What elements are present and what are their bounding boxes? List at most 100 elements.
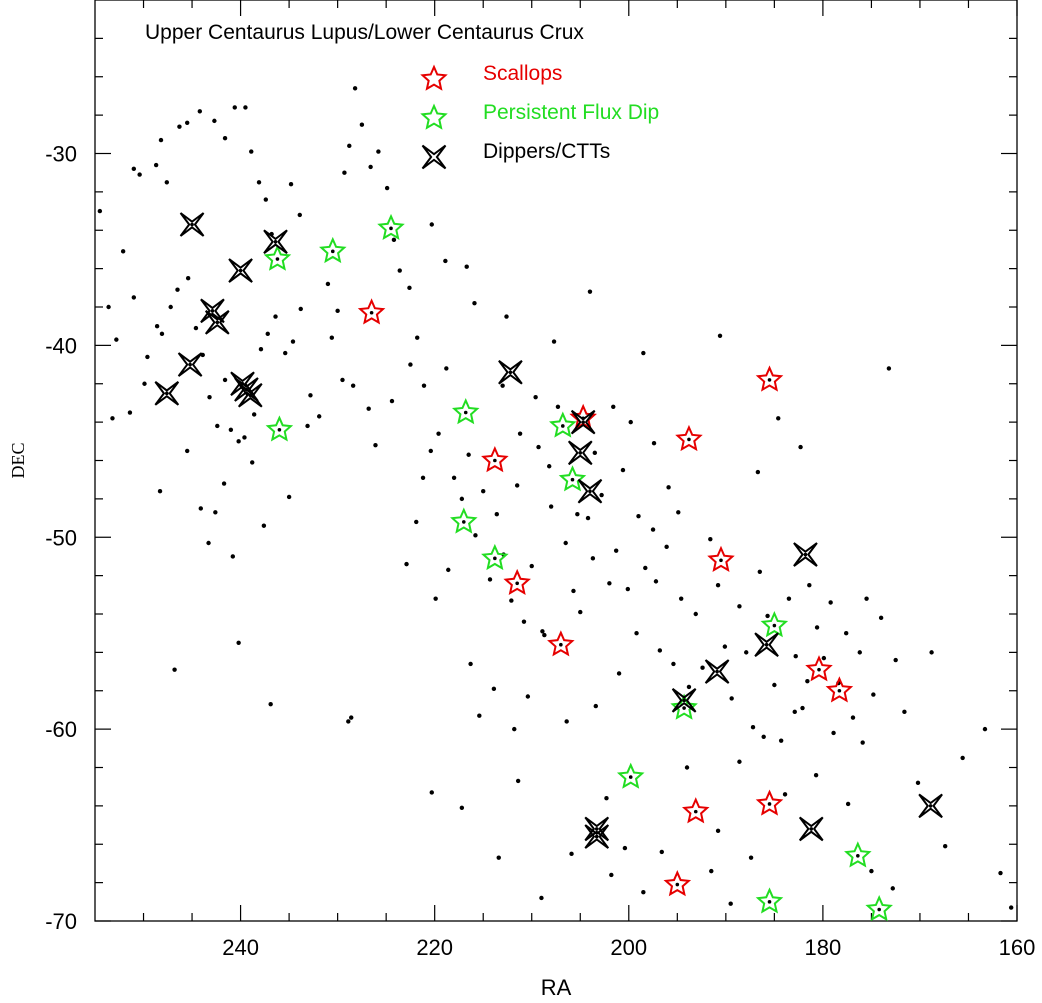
background-star-point — [142, 381, 147, 386]
marker-center-dot — [594, 827, 599, 831]
background-star-point — [517, 431, 523, 436]
background-star-point — [120, 249, 126, 254]
background-star-point — [373, 442, 378, 448]
background-star-point — [376, 149, 381, 154]
background-star-point — [748, 855, 754, 860]
marker-center-dot — [809, 827, 814, 831]
background-star-point — [700, 665, 705, 670]
background-star-point — [850, 715, 856, 720]
background-star-point — [650, 527, 656, 532]
background-star-point — [620, 467, 626, 473]
background-star-point — [786, 596, 792, 601]
background-star-point — [678, 596, 684, 601]
background-star-point — [222, 135, 228, 141]
background-star-point — [765, 613, 770, 619]
y-tick-label: -70 — [45, 909, 77, 934]
marker-center-dot — [215, 320, 220, 325]
background-star-point — [514, 483, 520, 488]
dippers-ctts-marker — [584, 824, 610, 849]
persistent-flux-dip-marker — [451, 398, 480, 425]
legend-persistent-flux-dip-label: Persistent Flux Dip — [483, 101, 659, 124]
background-star-point — [525, 694, 531, 699]
background-star-point — [352, 86, 358, 91]
background-star-point — [359, 122, 365, 127]
background-star-point — [708, 536, 713, 542]
background-star-point — [137, 172, 142, 177]
marker-center-dot — [682, 706, 686, 710]
scallops-marker — [503, 568, 531, 596]
marker-center-dot — [675, 882, 680, 887]
background-star-point — [273, 314, 278, 319]
background-star-point — [197, 109, 203, 114]
background-star-point — [715, 828, 721, 834]
background-star-point — [666, 485, 671, 490]
y-tick-label: -40 — [45, 333, 77, 358]
background-star-point — [609, 872, 614, 878]
marker-center-dot — [493, 458, 497, 463]
background-star-point — [261, 523, 267, 528]
background-star-point — [902, 709, 907, 715]
background-star-point — [599, 492, 604, 498]
background-star-point — [664, 544, 669, 550]
background-star-point — [408, 362, 413, 367]
dippers-ctts-marker — [154, 381, 180, 406]
background-star-point — [869, 868, 874, 874]
marker-center-dot — [594, 834, 599, 839]
background-star-point — [491, 686, 497, 692]
persistent-flux-dip-marker — [616, 762, 645, 789]
background-star-point — [206, 540, 211, 546]
background-star-point — [512, 726, 517, 732]
background-star-point — [414, 519, 419, 525]
marker-center-dot — [560, 424, 565, 428]
marker-center-dot — [570, 477, 575, 482]
background-star-point — [533, 394, 538, 400]
scallops-marker — [547, 630, 575, 657]
background-star-point — [265, 331, 270, 337]
scallops-marker — [755, 789, 784, 816]
background-star-point — [590, 556, 596, 561]
background-star-point — [864, 596, 869, 601]
background-star-point — [157, 489, 163, 494]
marker-center-dot — [515, 581, 519, 586]
background-star-point — [451, 475, 457, 480]
y-axis-title: DEC — [8, 443, 28, 479]
legend-scallops-marker — [420, 64, 448, 91]
marker-center-dot — [715, 669, 719, 674]
marker-center-dot — [463, 410, 468, 415]
y-tick-label: -30 — [45, 142, 77, 167]
background-star-point — [494, 512, 499, 517]
background-star-point — [468, 661, 473, 667]
x-tick-label: 160 — [999, 935, 1036, 960]
marker-center-dot — [248, 393, 253, 398]
background-star-point — [798, 444, 803, 450]
background-star-point — [813, 772, 819, 778]
background-star-point — [755, 469, 761, 475]
background-star-point — [575, 512, 580, 517]
background-star-point — [659, 849, 664, 855]
background-star-point — [628, 419, 633, 425]
background-star-point — [593, 703, 598, 709]
marker-center-dot — [837, 688, 842, 693]
x-tick-label: 220 — [416, 935, 453, 960]
marker-center-dot — [190, 222, 194, 227]
background-star-point — [929, 650, 934, 655]
background-star-point — [611, 404, 616, 409]
background-star-point — [571, 588, 576, 594]
background-star-point — [757, 569, 763, 574]
background-star-point — [473, 533, 478, 538]
background-star-point — [717, 333, 723, 338]
background-star-point — [715, 583, 721, 588]
legend-persistent-flux-dip-marker — [420, 103, 448, 130]
background-star-point — [564, 719, 569, 724]
background-star-point — [286, 494, 292, 500]
background-star-point — [831, 730, 836, 736]
dippers-ctts-marker — [577, 478, 603, 504]
background-star-point — [389, 398, 395, 404]
background-star-point — [268, 701, 273, 707]
marker-center-dot — [210, 309, 215, 313]
background-star-point — [347, 143, 352, 149]
background-star-point — [368, 164, 373, 170]
background-star-point — [349, 715, 354, 720]
background-star-point — [436, 431, 441, 436]
